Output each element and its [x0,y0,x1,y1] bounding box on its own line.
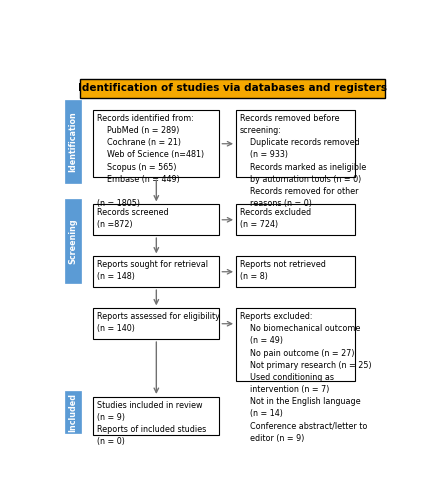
Text: Screening: Screening [68,218,77,264]
FancyBboxPatch shape [65,198,81,284]
Text: Reports not retrieved
(n = 8): Reports not retrieved (n = 8) [240,260,326,281]
Text: Identification: Identification [68,112,77,172]
Text: Reports assessed for eligibility
(n = 140): Reports assessed for eligibility (n = 14… [97,312,220,334]
FancyBboxPatch shape [93,110,219,178]
FancyBboxPatch shape [236,110,355,178]
Text: Records identified from:
    PubMed (n = 289)
    Cochrane (n = 21)
    Web of S: Records identified from: PubMed (n = 289… [97,114,205,208]
Text: Studies included in review
(n = 9)
Reports of included studies
(n = 0): Studies included in review (n = 9) Repor… [97,400,207,446]
Text: Records excluded
(n = 724): Records excluded (n = 724) [240,208,311,230]
Text: Identification of studies via databases and registers: Identification of studies via databases … [78,84,387,94]
FancyBboxPatch shape [80,79,385,98]
FancyBboxPatch shape [93,397,219,436]
FancyBboxPatch shape [93,308,219,339]
FancyBboxPatch shape [236,308,355,382]
FancyBboxPatch shape [93,256,219,287]
FancyBboxPatch shape [236,204,355,235]
Text: Included: Included [68,393,77,432]
FancyBboxPatch shape [93,204,219,235]
FancyBboxPatch shape [236,256,355,287]
Text: Records screened
(n =872): Records screened (n =872) [97,208,169,230]
FancyBboxPatch shape [65,100,81,183]
Text: Records removed before
screening:
    Duplicate records removed
    (n = 933)
  : Records removed before screening: Duplic… [240,114,366,208]
FancyBboxPatch shape [65,391,81,434]
Text: Reports sought for retrieval
(n = 148): Reports sought for retrieval (n = 148) [97,260,208,281]
Text: Reports excluded:
    No biomechanical outcome
    (n = 49)
    No pain outcome : Reports excluded: No biomechanical outco… [240,312,372,442]
